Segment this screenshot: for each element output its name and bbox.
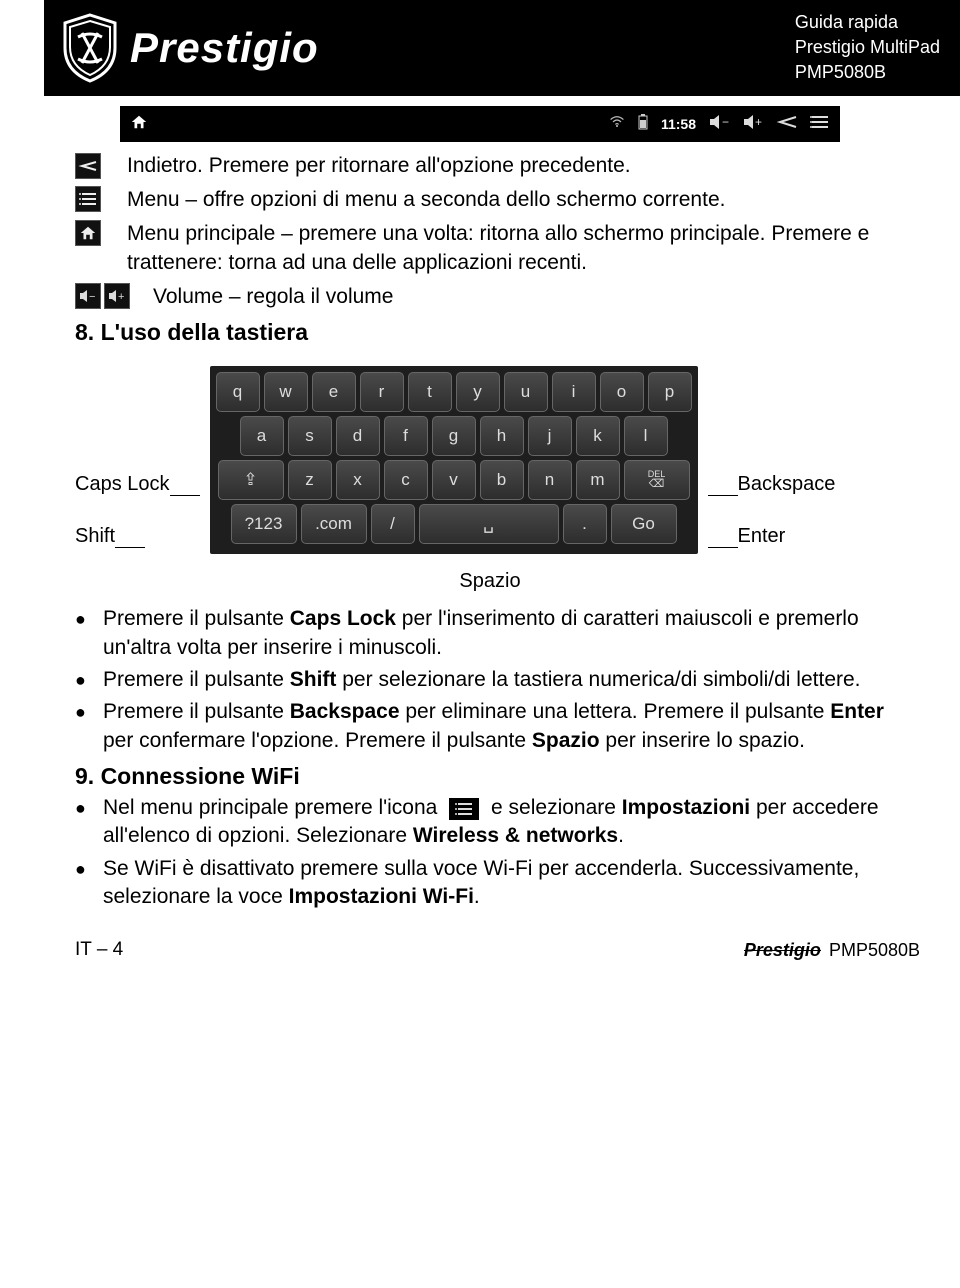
navrow-back: Indietro. Premere per ritornare all'opzi…	[75, 152, 905, 180]
side-tab: EN	[0, 0, 44, 120]
brand-logo: Prestigio	[60, 13, 319, 83]
header-bar: EN Prestigio Guida rapida Prestigio Mult…	[0, 0, 960, 96]
key-z[interactable]: z	[288, 460, 332, 500]
onscreen-keyboard: qwertyuiop asdfghjkl ⇪zxcvbnmDEL⌫ ?123.c…	[210, 366, 698, 554]
statusbar-wrap: 11:58 − +	[0, 96, 960, 152]
svg-text:−: −	[89, 291, 95, 303]
key-x[interactable]: x	[336, 460, 380, 500]
label-shift: Shift	[75, 523, 115, 550]
key-l[interactable]: l	[624, 416, 668, 456]
key-b[interactable]: b	[480, 460, 524, 500]
page-footer: IT – 4 Prestigio PMP5080B	[0, 935, 960, 971]
key-p[interactable]: p	[648, 372, 692, 412]
bullet-wifi-2: Se WiFi è disattivato premere sulla voce…	[75, 855, 905, 912]
key-h[interactable]: h	[480, 416, 524, 456]
key-t[interactable]: t	[408, 372, 452, 412]
key-i[interactable]: i	[552, 372, 596, 412]
key-o[interactable]: o	[600, 372, 644, 412]
menu-icon-small	[75, 186, 101, 212]
key-del[interactable]: DEL⌫	[624, 460, 690, 500]
key-f[interactable]: f	[384, 416, 428, 456]
home-desc: Menu principale – premere una volta: rit…	[127, 220, 905, 277]
section-9-bullets: Nel menu principale premere l'icona e se…	[75, 794, 905, 911]
doc-product: Prestigio MultiPad	[795, 35, 940, 60]
svg-text:+: +	[118, 291, 124, 303]
key-g[interactable]: g	[432, 416, 476, 456]
clock-text: 11:58	[661, 116, 696, 132]
kbd-labels-right: Backspace Enter	[708, 366, 836, 562]
wifi-icon	[609, 115, 625, 132]
header-doc-info: Guida rapida Prestigio MultiPad PMP5080B	[795, 10, 940, 86]
key-[interactable]: ␣	[419, 504, 559, 544]
vol-down-icon-small: −	[75, 283, 101, 309]
menu-icon[interactable]	[810, 114, 830, 133]
key-[interactable]: .	[563, 504, 607, 544]
key-go[interactable]: Go	[611, 504, 677, 544]
section-8-heading: 8. L'uso della tastiera	[75, 317, 905, 348]
menu-desc: Menu – offre opzioni di menu a seconda d…	[127, 186, 905, 214]
footer-model: PMP5080B	[829, 940, 920, 961]
shield-icon	[60, 13, 120, 83]
label-capslock: Caps Lock	[75, 471, 170, 498]
vol-desc: Volume – regola il volume	[153, 283, 905, 311]
key-n[interactable]: n	[528, 460, 572, 500]
key-[interactable]: /	[371, 504, 415, 544]
section-9-heading: 9. Connessione WiFi	[75, 761, 905, 792]
key-e[interactable]: e	[312, 372, 356, 412]
key-y[interactable]: y	[456, 372, 500, 412]
key-m[interactable]: m	[576, 460, 620, 500]
bullet-wifi-1: Nel menu principale premere l'icona e se…	[75, 794, 905, 851]
label-backspace: Backspace	[738, 471, 836, 498]
keyboard-diagram: Caps Lock Shift qwertyuiop asdfghjkl ⇪zx…	[75, 366, 905, 562]
back-icon[interactable]	[776, 115, 798, 132]
home-icon-small	[75, 220, 101, 246]
key-u[interactable]: u	[504, 372, 548, 412]
svg-text:+: +	[755, 115, 762, 129]
key-w[interactable]: w	[264, 372, 308, 412]
key-r[interactable]: r	[360, 372, 404, 412]
bullet-backspace: Premere il pulsante Backspace per elimin…	[75, 698, 905, 755]
key-k[interactable]: k	[576, 416, 620, 456]
key-s[interactable]: s	[288, 416, 332, 456]
svg-text:−: −	[722, 115, 729, 129]
bullet-capslock: Premere il pulsante Caps Lock per l'inse…	[75, 605, 905, 662]
battery-icon	[637, 114, 649, 133]
key-j[interactable]: j	[528, 416, 572, 456]
vol-down-icon[interactable]: −	[708, 114, 730, 133]
kbd-labels-left: Caps Lock Shift	[75, 366, 200, 562]
navrow-vol: − + Volume – regola il volume	[75, 283, 905, 311]
key-v[interactable]: v	[432, 460, 476, 500]
key-com[interactable]: .com	[301, 504, 367, 544]
device-statusbar: 11:58 − +	[120, 106, 840, 142]
bullet-shift: Premere il pulsante Shift per selezionar…	[75, 666, 905, 694]
key-q[interactable]: q	[216, 372, 260, 412]
label-spazio: Spazio	[75, 568, 905, 595]
key-[interactable]: ⇪	[218, 460, 284, 500]
label-enter: Enter	[738, 523, 786, 550]
brand-name: Prestigio	[130, 24, 319, 72]
key-a[interactable]: a	[240, 416, 284, 456]
navrow-menu: Menu – offre opzioni di menu a seconda d…	[75, 186, 905, 214]
vol-up-icon-small: +	[104, 283, 130, 309]
home-icon[interactable]	[130, 113, 148, 134]
section-8-bullets: Premere il pulsante Caps Lock per l'inse…	[75, 605, 905, 755]
doc-title: Guida rapida	[795, 10, 940, 35]
key-d[interactable]: d	[336, 416, 380, 456]
page-content: Indietro. Premere per ritornare all'opzi…	[0, 152, 960, 936]
page-number: IT – 4	[75, 939, 123, 961]
key-c[interactable]: c	[384, 460, 428, 500]
back-desc: Indietro. Premere per ritornare all'opzi…	[127, 152, 905, 180]
side-tab-label: EN	[9, 30, 35, 65]
navrow-home: Menu principale – premere una volta: rit…	[75, 220, 905, 277]
doc-model: PMP5080B	[795, 60, 940, 85]
menu-icon-inline	[449, 798, 479, 820]
footer-brand: Prestigio	[744, 940, 821, 961]
key-123[interactable]: ?123	[231, 504, 297, 544]
back-icon-small	[75, 153, 101, 179]
vol-up-icon[interactable]: +	[742, 114, 764, 133]
